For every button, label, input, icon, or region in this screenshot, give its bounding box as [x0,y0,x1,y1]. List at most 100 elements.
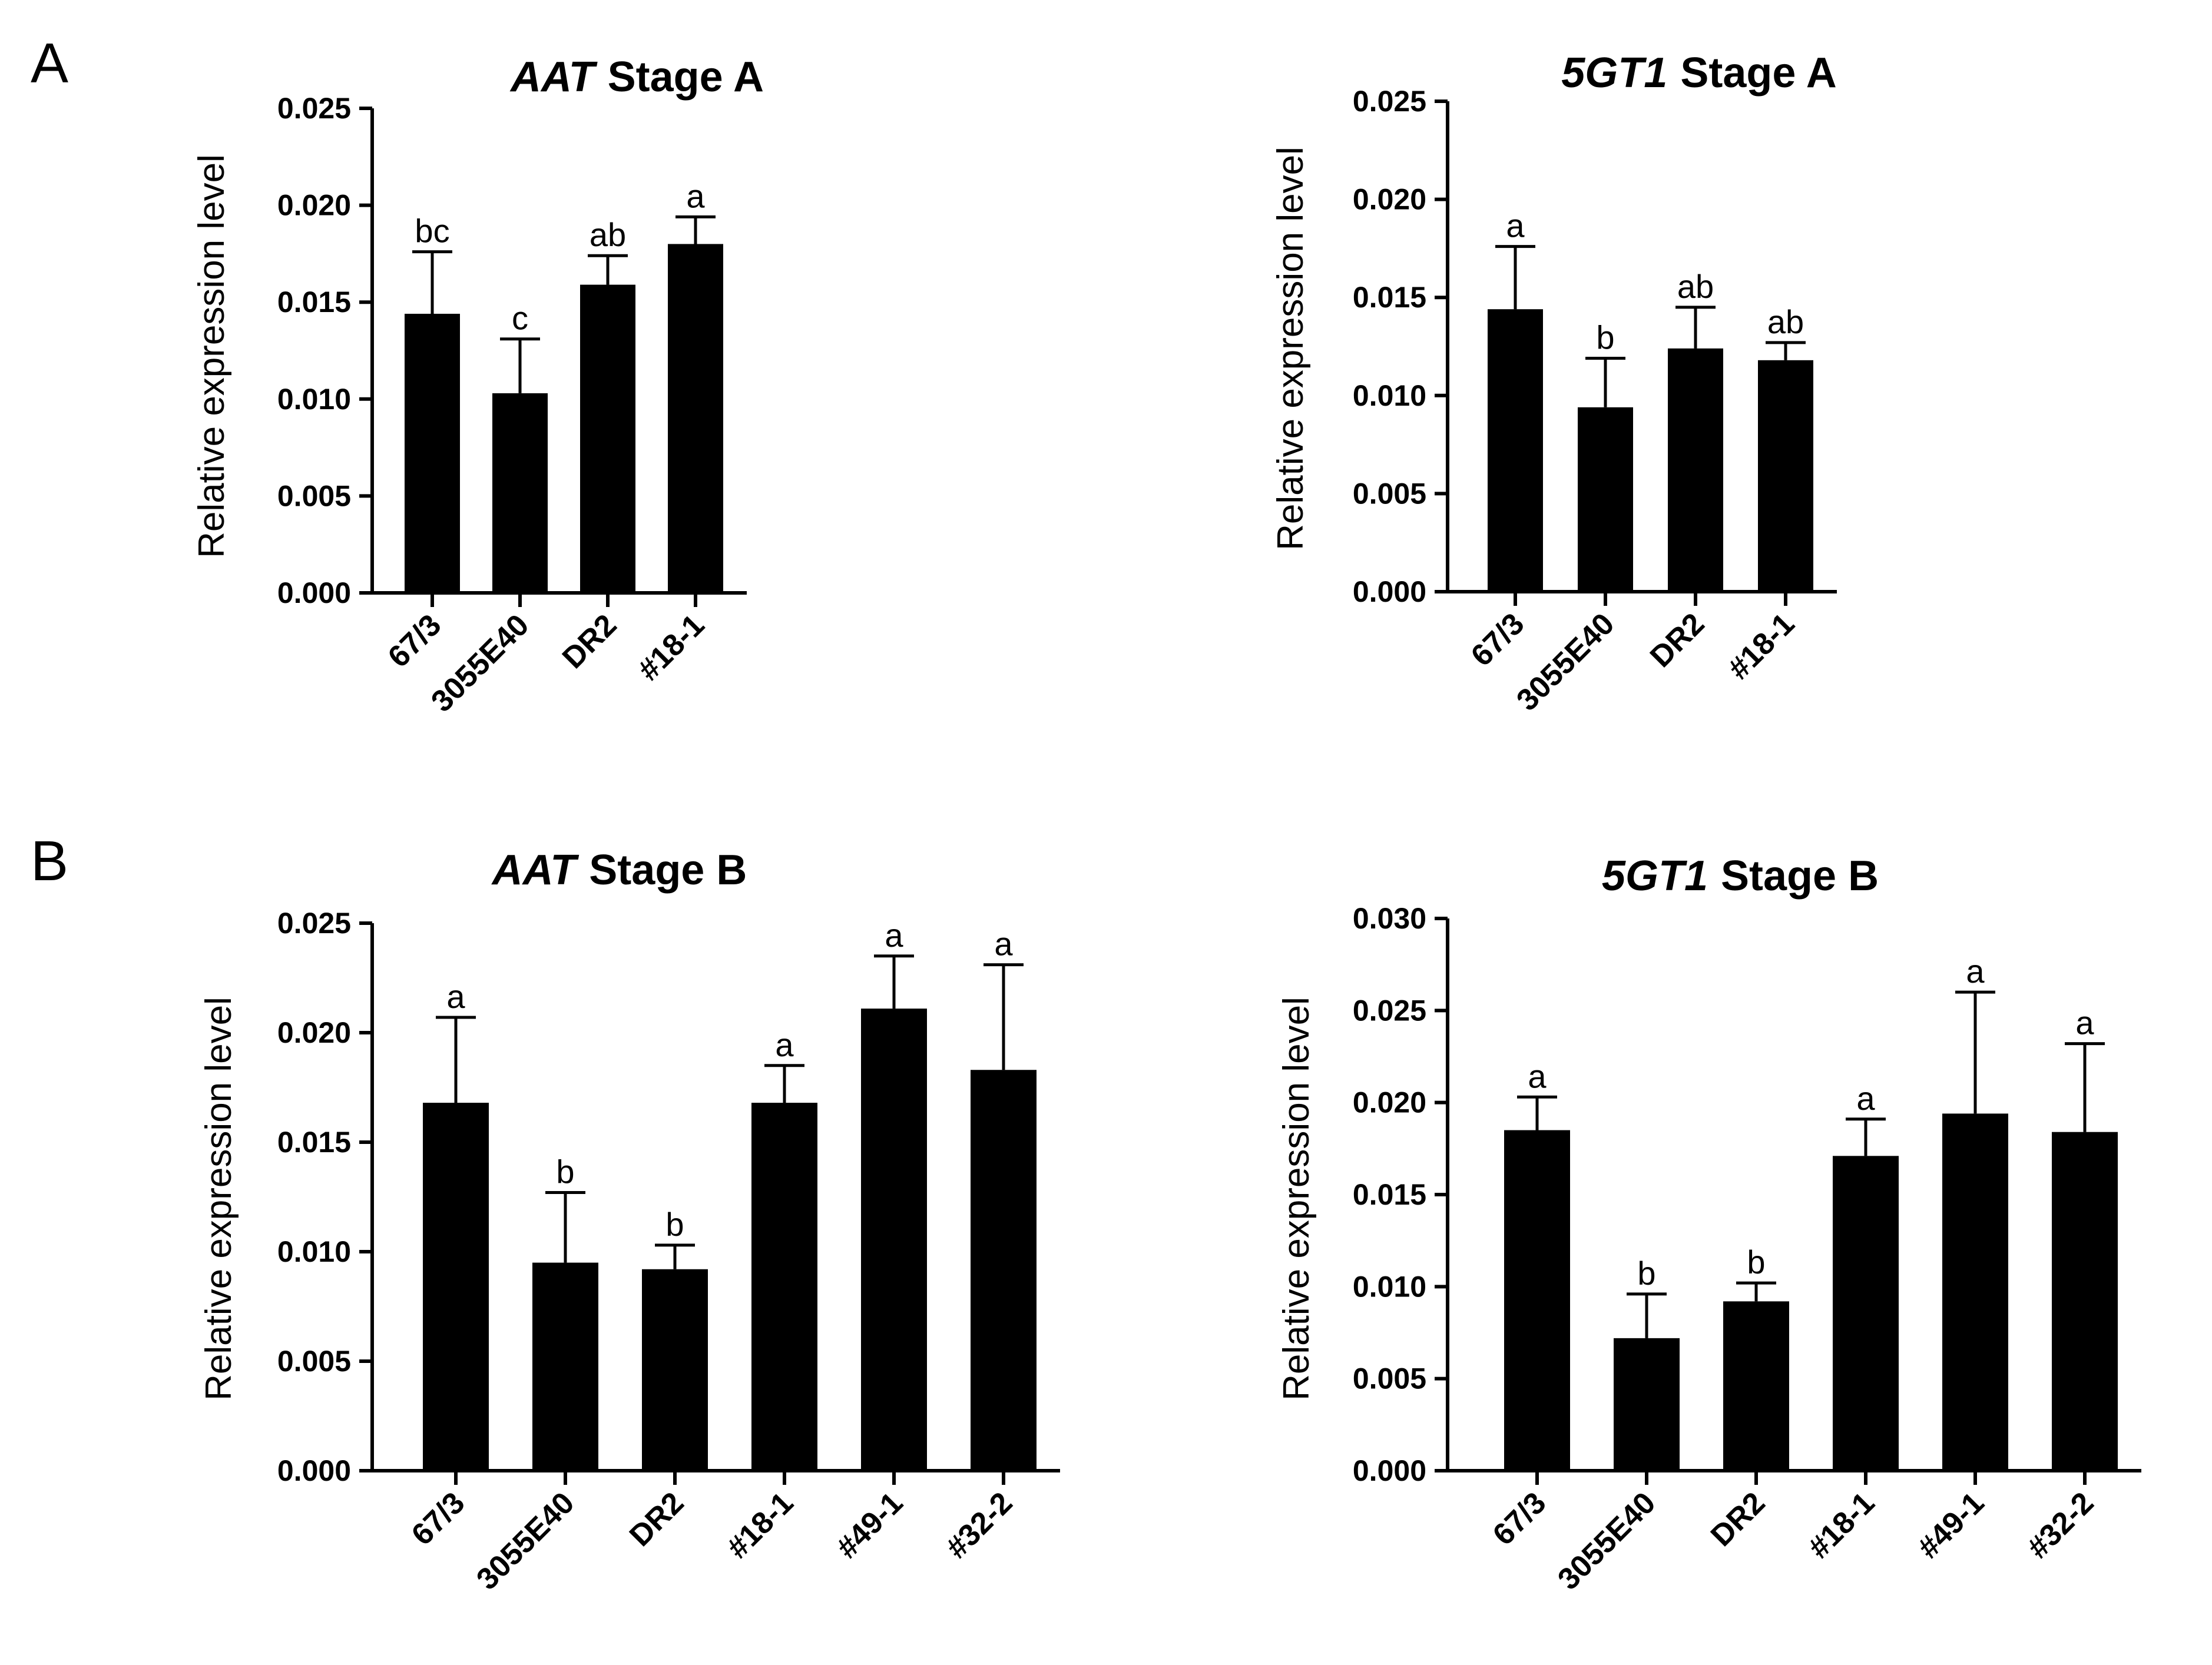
x-tick-label: 67/3 [382,608,448,674]
bar [971,1070,1037,1471]
y-tick-label: 0.010 [1353,1270,1426,1303]
significance-letter: ab [1767,303,1804,340]
bar [1758,360,1813,592]
x-tick-label: 3055E40 [1551,1485,1662,1596]
y-tick-label: 0.005 [1353,477,1426,510]
y-tick-label: 0.005 [277,479,351,512]
chart-5gt1-stage-b: 5GT1 Stage B Relative expression level 0.… [1276,853,2141,1597]
chart-title-rest: Stage A [1680,49,1836,97]
x-tick-label: #18-1 [1721,606,1801,686]
x-tick-label: #18-1 [1802,1485,1881,1565]
y-tick-label: 0.015 [1353,1178,1426,1211]
y-tick-label: 0.005 [1353,1362,1426,1395]
x-tick-label: DR2 [1644,606,1711,674]
significance-letter: ab [1677,268,1714,305]
y-axis-label: Relative expression level [1276,997,1317,1401]
significance-letter: bc [415,213,449,250]
y-tick-label: 0.020 [277,1016,351,1049]
y-tick-label: 0.015 [1353,281,1426,314]
y-tick-label: 0.000 [277,1454,351,1487]
chart-title-gene: AAT [509,54,598,101]
x-tick-label: 3055E40 [470,1485,581,1596]
bar [751,1103,817,1471]
y-tick-label: 0.020 [277,189,351,222]
y-tick-label: 0.015 [277,286,351,319]
chart-title: 5GT1 Stage B [1602,853,1879,900]
x-tick-label: #49-1 [830,1485,909,1565]
bar [2052,1132,2118,1471]
y-tick-label: 0.025 [277,907,351,940]
chart-title-gene: AAT [491,847,580,894]
y-tick-label: 0.010 [277,1235,351,1268]
significance-letter: a [1528,1057,1547,1094]
panel-letter-a: A [31,32,68,95]
significance-letter: b [1596,319,1614,356]
y-tick-label: 0.025 [1353,994,1426,1027]
y-tick-label: 0.015 [277,1126,351,1159]
x-tick-label: 3055E40 [1510,606,1621,717]
significance-letter: b [556,1153,574,1190]
chart-aat-stage-b: AAT Stage B Relative expression level 0.0… [198,847,1060,1597]
y-axis-label: Relative expression level [191,154,232,558]
bar [1504,1130,1570,1471]
chart-aat-stage-a: AAT Stage A Relative expression level 0.0… [191,54,764,719]
chart-title-rest: Stage A [608,54,764,101]
x-tick-label: DR2 [1704,1485,1772,1553]
significance-letter: a [1966,953,1985,990]
x-tick-label: 67/3 [1465,606,1531,673]
chart-title-rest: Stage B [589,847,747,894]
chart-5gt1-stage-a: 5GT1 Stage A Relative expression level 0.… [1270,49,1837,718]
significance-letter: a [1856,1080,1875,1117]
y-tick-label: 0.000 [1353,575,1426,608]
y-tick-label: 0.020 [1353,1086,1426,1119]
bar [1723,1301,1789,1471]
y-tick-label: 0.025 [1353,85,1426,118]
significance-letter: b [1747,1243,1765,1281]
y-tick-label: 0.020 [1353,183,1426,216]
x-tick-label: #18-1 [720,1485,800,1565]
x-tick-label: 3055E40 [425,608,535,718]
y-tick-label: 0.030 [1353,902,1426,935]
significance-letter: a [1506,207,1525,244]
significance-letter: a [885,917,903,954]
x-tick-label: DR2 [556,608,624,675]
significance-letter: c [512,300,528,337]
significance-letter: a [446,978,465,1015]
chart-title-gene: 5GT1 [1561,49,1667,97]
bar [423,1103,489,1471]
significance-letter: a [2075,1004,2094,1042]
bar [1833,1156,1899,1471]
x-tick-label: #32-2 [939,1485,1019,1565]
significance-letter: a [994,926,1013,963]
bar [861,1009,927,1471]
bar [668,244,723,593]
bar [1578,407,1633,592]
x-tick-label: #18-1 [631,608,711,687]
y-tick-label: 0.005 [277,1345,351,1378]
bar [405,313,460,593]
y-tick-label: 0.010 [277,383,351,416]
y-axis-label: Relative expression level [198,997,239,1401]
y-tick-label: 0.025 [277,92,351,125]
significance-letter: a [686,177,705,214]
x-tick-label: #32-2 [2021,1485,2100,1565]
bar [642,1269,708,1471]
bar [1488,309,1543,592]
bar [580,284,635,593]
chart-title: AAT Stage A [509,54,764,101]
significance-letter: b [1637,1255,1655,1292]
bar [532,1262,598,1471]
bar [1668,348,1723,592]
x-tick-label: 67/3 [1486,1485,1553,1552]
y-axis-label: Relative expression level [1270,147,1311,550]
bar [1614,1338,1680,1471]
panel-letter-b: B [31,830,68,893]
chart-title: AAT Stage B [491,847,747,894]
bar [492,393,548,593]
bar [1942,1113,2008,1471]
significance-letter: b [665,1206,684,1243]
significance-letter: a [775,1026,794,1063]
chart-title-gene: 5GT1 [1602,853,1708,900]
y-tick-label: 0.000 [277,576,351,609]
